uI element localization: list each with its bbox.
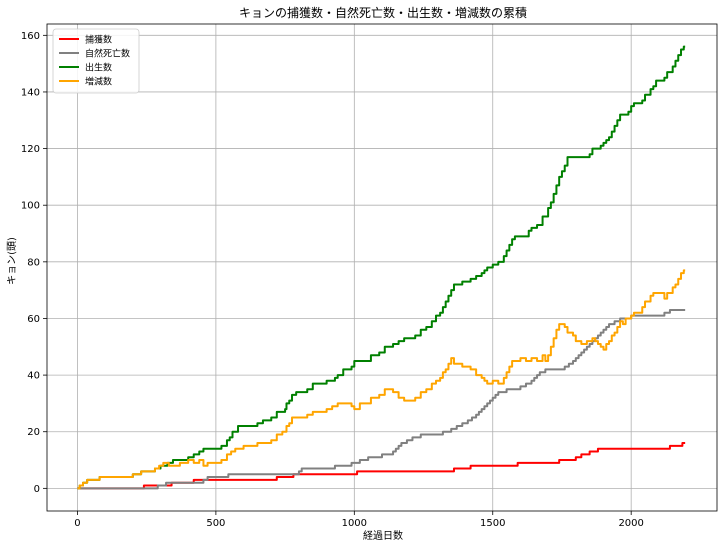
legend-label: 出生数 <box>85 62 112 74</box>
legend-label: 捕獲数 <box>85 34 112 46</box>
y-tick-label: 20 <box>27 427 40 438</box>
plot-area-frame <box>46 23 718 512</box>
x-tick-label: 500 <box>206 518 225 529</box>
series-line-3 <box>77 45 686 490</box>
y-tick-label: 0 <box>34 484 40 495</box>
y-tick-label: 100 <box>21 201 40 212</box>
x-axis-ticks: 0 500 1000 1500 2000 <box>74 511 644 529</box>
x-tick-label: 2000 <box>618 518 643 529</box>
y-tick-label: 140 <box>21 87 40 98</box>
x-tick-label: 1500 <box>480 518 505 529</box>
chart-title: キョンの捕獲数・自然死亡数・出生数・増減数の累積 <box>239 5 527 20</box>
grid <box>47 24 717 511</box>
legend-box <box>52 28 140 94</box>
series-line-4 <box>77 269 686 490</box>
legend-label: 自然死亡数 <box>85 48 130 60</box>
y-tick-label: 60 <box>27 314 40 325</box>
y-tick-label: 120 <box>21 144 40 155</box>
series-lines <box>77 45 686 490</box>
x-tick-label: 0 <box>74 518 80 529</box>
y-tick-label: 40 <box>27 371 40 382</box>
y-axis-title: キョン(頭) <box>6 237 18 285</box>
x-tick-label: 1000 <box>342 518 367 529</box>
y-tick-label: 80 <box>27 257 40 268</box>
y-axis-ticks: 0 20 40 60 80 100 120 140 160 <box>21 31 47 495</box>
y-tick-label: 160 <box>21 31 40 42</box>
series-line-1 <box>77 442 686 490</box>
legend-label: 増減数 <box>85 76 112 88</box>
x-axis-title: 経過日数 <box>363 529 403 542</box>
